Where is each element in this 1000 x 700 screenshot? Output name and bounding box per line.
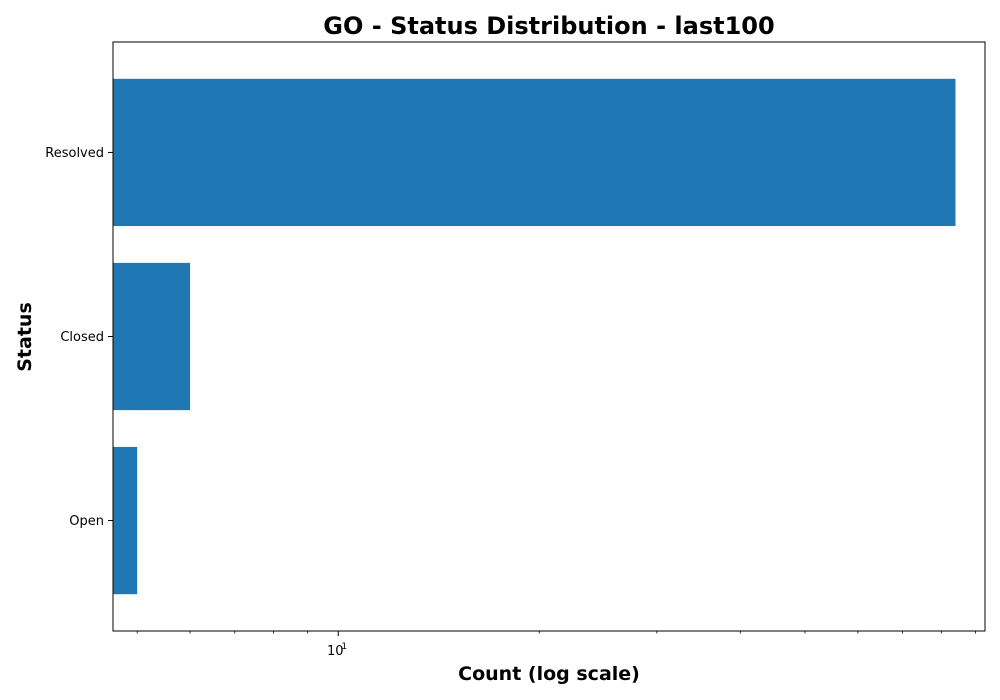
y-axis-ticks: Resolved Closed Open [45, 146, 113, 529]
y-axis-label: Status [14, 302, 36, 372]
bar-resolved [113, 78, 956, 227]
bar-open [113, 446, 138, 595]
x-tick-label: 101 [327, 642, 347, 659]
x-axis-label: Count (log scale) [458, 663, 640, 685]
y-tick-label-open: Open [69, 514, 104, 529]
chart-title: GO - Status Distribution - last100 [323, 12, 774, 40]
y-tick-label-resolved: Resolved [45, 146, 104, 161]
y-tick-label-closed: Closed [60, 330, 104, 345]
bars [113, 78, 956, 595]
x-tick-label-exponent: 1 [341, 642, 347, 652]
x-axis-ticks: 101 [136, 631, 976, 659]
bar-closed [113, 262, 191, 411]
x-tick-label-base: 10 [327, 644, 344, 659]
